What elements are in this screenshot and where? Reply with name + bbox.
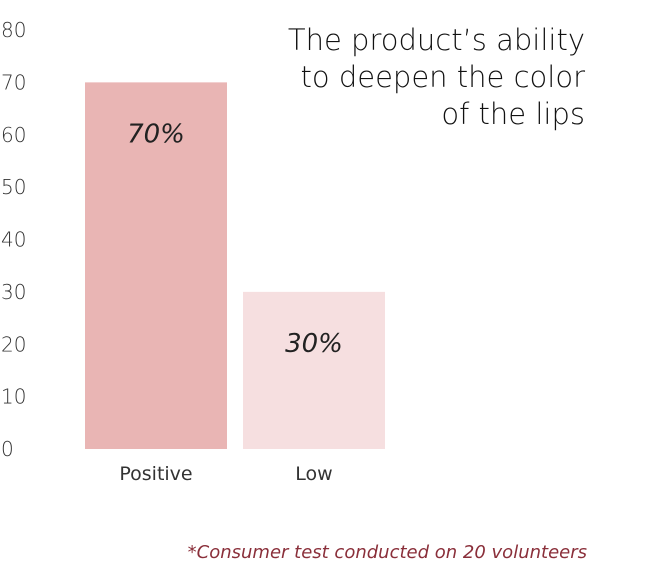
y-tick-label: 80 xyxy=(1,18,26,42)
y-tick-label: 0 xyxy=(1,437,14,461)
y-tick-label: 20 xyxy=(1,332,26,356)
bar-positive xyxy=(85,82,227,449)
y-tick-label: 70 xyxy=(1,70,26,94)
bar-low xyxy=(243,291,385,449)
y-tick-label: 30 xyxy=(1,280,26,304)
data-label: 70% xyxy=(127,119,185,149)
chart-title-line-3: of the lips xyxy=(441,97,585,131)
footnote: *Consumer test conducted on 20 volunteer… xyxy=(187,542,587,563)
category-label: Positive xyxy=(119,463,192,485)
chart-title-line-2: to deepen the color xyxy=(300,60,586,94)
chart-title-line-1: The product’s ability xyxy=(287,23,585,57)
y-tick-label: 50 xyxy=(1,175,26,199)
category-label: Low xyxy=(295,463,332,485)
y-tick-label: 40 xyxy=(1,228,26,252)
chart-title: The product’s ability to deepen the colo… xyxy=(288,22,585,133)
y-tick-label: 60 xyxy=(1,123,26,147)
y-tick-label: 10 xyxy=(1,385,26,409)
data-label: 30% xyxy=(285,329,343,359)
